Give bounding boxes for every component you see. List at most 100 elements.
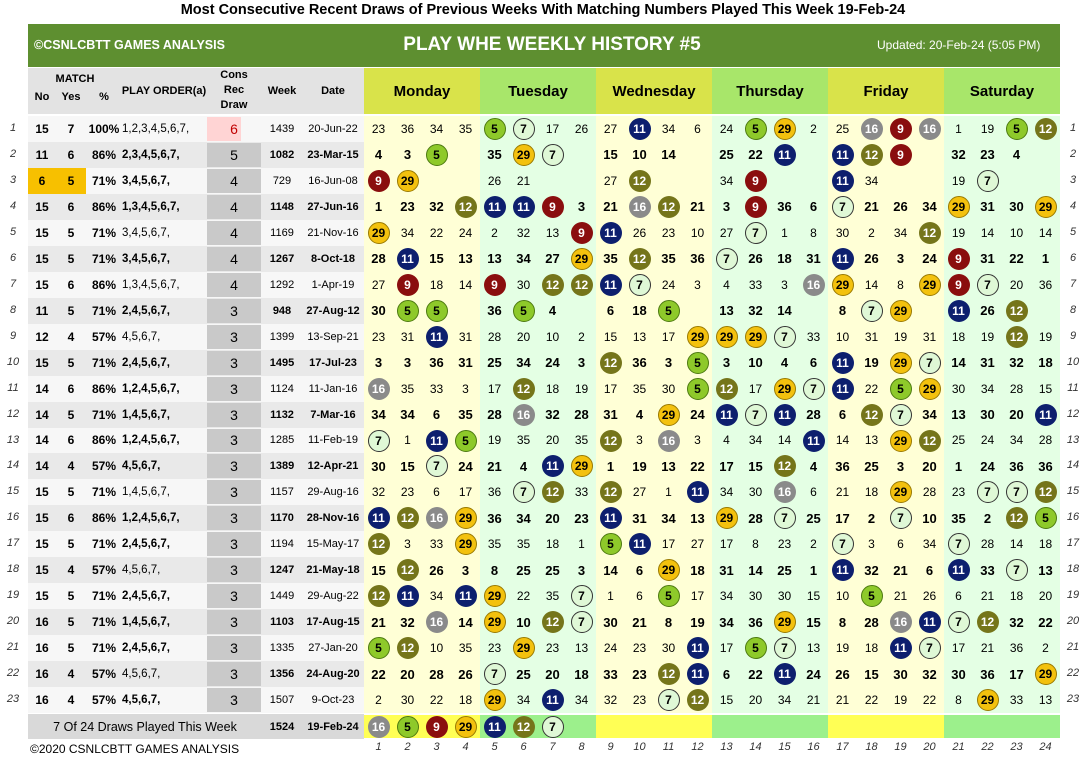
draw-number: 32 — [400, 614, 415, 630]
cons-rec-draw: 6 — [230, 120, 238, 137]
week-number: 1389 — [269, 460, 295, 473]
draw-number: 36 — [1009, 641, 1024, 656]
draw-number: 3 — [462, 381, 469, 396]
draw-number: 15 — [603, 329, 618, 344]
draw-number: 33 — [603, 666, 618, 682]
cons-rec-draw: 3 — [230, 588, 238, 605]
draw-number: 18 — [864, 485, 879, 500]
draw-number: 17 — [951, 641, 966, 656]
draw-number: 21 — [980, 641, 995, 656]
match-pct: 71% — [91, 589, 117, 604]
draw-number: 28 — [1038, 433, 1053, 448]
rec-header: Rec — [223, 84, 245, 96]
play-order: 3,4,5,6,7, — [122, 252, 170, 265]
column-index: 21 — [952, 741, 965, 753]
cons-rec-draw: 3 — [230, 536, 238, 553]
cons-rec-draw: 3 — [230, 614, 238, 631]
drawn-number-ball: 29 — [483, 585, 506, 608]
draw-number: 21 — [893, 562, 908, 578]
draw-number: 30 — [1009, 199, 1024, 215]
draw-number: 10 — [1009, 225, 1024, 240]
drawn-number-ball: 5 — [425, 299, 448, 322]
draw-number: 1 — [606, 458, 615, 474]
draw-number: 35 — [603, 251, 618, 267]
drawn-number-ball: 29 — [773, 377, 796, 400]
draw-number: 3 — [694, 433, 701, 448]
draw-number: 24 — [980, 458, 995, 474]
draw-number: 30 — [835, 225, 850, 240]
draw-number: 28 — [371, 251, 386, 267]
draw-number: 32 — [545, 407, 560, 423]
draw-date: 8-Oct-18 — [310, 252, 356, 265]
draw-number: 15 — [719, 693, 734, 708]
row-index-right: 13 — [1066, 433, 1080, 446]
draw-number: 13 — [1038, 693, 1053, 708]
draw-number: 26 — [574, 121, 589, 136]
row-index-right: 16 — [1066, 511, 1080, 524]
today-strip-thursday — [712, 715, 828, 739]
draw-number: 13 — [545, 225, 560, 240]
draw-number: 3 — [722, 355, 731, 371]
draw-number: 30 — [951, 666, 966, 682]
drawn-number-ball: 29 — [396, 169, 419, 192]
draw-number: 22 — [1009, 251, 1024, 267]
draw-number: 8 — [897, 277, 904, 292]
match-no: 16 — [35, 641, 49, 656]
draw-number: 14 — [1038, 225, 1053, 240]
row-index-right: 23 — [1066, 693, 1080, 706]
week-number: 1148 — [270, 200, 294, 213]
drawn-number-ball: 11 — [889, 637, 912, 660]
drawn-number-ball: 5 — [483, 118, 506, 140]
draw-number: 20 — [545, 510, 560, 526]
draw-number: 22 — [1038, 614, 1053, 630]
drawn-number-ball: 12 — [367, 533, 390, 556]
draw-number: 34 — [719, 173, 734, 188]
draw-number: 28 — [487, 407, 502, 423]
cons-bg — [207, 506, 261, 531]
row-index: 12 — [6, 407, 20, 420]
draw-number: 22 — [748, 147, 763, 163]
draw-number: 18 — [574, 666, 589, 682]
drawn-number-ball: 5 — [367, 637, 390, 660]
drawn-number-ball: 9 — [744, 195, 767, 218]
draw-number: 30 — [748, 485, 763, 500]
draw-number: 32 — [371, 485, 386, 500]
row-bg — [28, 427, 364, 455]
draw-header: Draw — [220, 99, 248, 111]
match-pct: 86% — [91, 511, 117, 526]
draw-number: 18 — [545, 381, 560, 396]
row-index: 9 — [9, 329, 17, 342]
draw-number: 6 — [432, 407, 441, 423]
week-number: 1285 — [269, 434, 295, 447]
drawn-number-ball: 12 — [773, 455, 796, 478]
draw-number: 17 — [603, 381, 618, 396]
draw-number: 4 — [723, 277, 730, 292]
draw-number: 26 — [980, 303, 995, 319]
draw-number: 20 — [922, 458, 937, 474]
drawn-number-ball: 16 — [425, 611, 448, 634]
draw-number: 23 — [632, 666, 647, 682]
drawn-number-ball: 7 — [889, 403, 912, 426]
draw-number: 36 — [487, 485, 502, 500]
draw-number: 25 — [777, 562, 792, 578]
draw-number: 32 — [1009, 614, 1024, 630]
draw-number: 33 — [429, 537, 444, 552]
draw-number: 20 — [1038, 589, 1053, 604]
cons-bg — [207, 688, 261, 713]
drawn-number-ball: 29 — [483, 689, 506, 712]
draw-number: 6 — [809, 355, 818, 371]
match-pct: 71% — [91, 641, 117, 656]
draw-number: 21 — [487, 458, 502, 474]
drawn-number-ball: 7 — [976, 169, 999, 192]
column-index: 18 — [865, 741, 878, 753]
match-no: 11 — [35, 303, 49, 318]
draw-number: 24 — [690, 407, 705, 423]
summary-date: 19-Feb-24 — [307, 720, 359, 733]
draw-number: 25 — [864, 458, 879, 474]
match-yes: 5 — [67, 355, 75, 370]
column-index: 13 — [720, 741, 733, 753]
draw-number: 30 — [371, 458, 386, 474]
draw-number: 34 — [922, 537, 937, 552]
draw-number: 36 — [1038, 277, 1053, 292]
page-title: Most Consecutive Recent Draws of Previou… — [180, 2, 906, 18]
